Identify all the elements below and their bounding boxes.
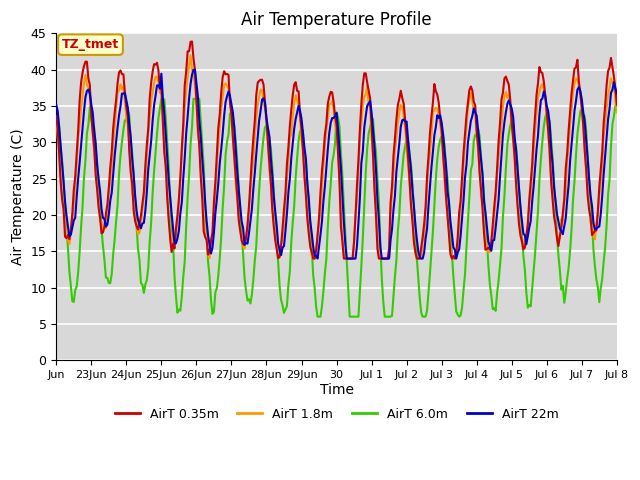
Title: Air Temperature Profile: Air Temperature Profile — [241, 11, 432, 29]
Legend: AirT 0.35m, AirT 1.8m, AirT 6.0m, AirT 22m: AirT 0.35m, AirT 1.8m, AirT 6.0m, AirT 2… — [109, 403, 563, 426]
Y-axis label: Air Temperature (C): Air Temperature (C) — [11, 129, 25, 265]
X-axis label: Time: Time — [319, 383, 353, 397]
Text: TZ_tmet: TZ_tmet — [62, 38, 119, 51]
